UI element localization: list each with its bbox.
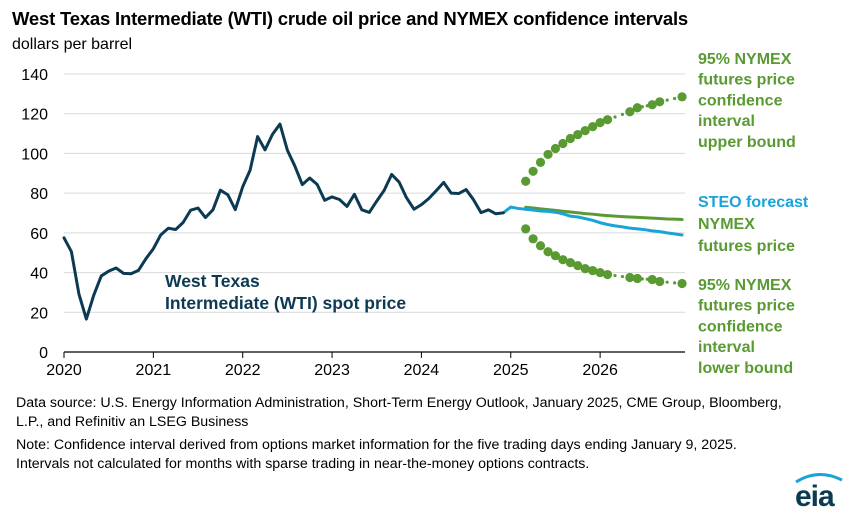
y-tick-label-60: 60	[30, 226, 48, 243]
x-tick-label-2020: 2020	[46, 362, 82, 379]
series-4-gapdot-13-2	[645, 277, 649, 281]
series-3-dot-2	[535, 157, 546, 167]
series-4-dot-9	[588, 265, 598, 276]
series-3-gapdot-15-2	[673, 96, 677, 101]
series-4-gapdot-15-1	[665, 280, 669, 284]
series-4-dot-6	[565, 258, 575, 268]
series-3-label-line-4: upper bound	[698, 134, 796, 151]
series-2-label-line-1: futures price	[698, 238, 795, 255]
series-2-line	[524, 205, 684, 222]
series-4-dot-13	[632, 273, 642, 284]
series-4-dot-1	[528, 234, 538, 244]
y-axis-ticks: 0 20 40 60 80 100 120 140	[21, 67, 48, 362]
series-2-label-line-0: NYMEX	[698, 216, 755, 233]
y-tick-label-0: 0	[39, 345, 48, 362]
series-4-dot-5	[558, 255, 568, 265]
series-3-dot-4	[550, 143, 561, 154]
series-3-gapdot-11-2	[620, 112, 625, 116]
x-tick-label-2022: 2022	[225, 362, 261, 379]
series-group	[62, 92, 687, 321]
y-tick-label-100: 100	[21, 146, 48, 163]
series-0-label-line-0: West Texas	[165, 271, 260, 291]
series-4-dot-10	[595, 267, 605, 278]
series-4-dot-15	[655, 276, 665, 287]
series-3-label-line-0: 95% NYMEX	[698, 51, 792, 68]
series-3-label-line-2: confidence	[698, 92, 783, 109]
series-3-dot-6	[565, 133, 575, 144]
series-0-label-line-1: Intermediate (WTI) spot price	[165, 293, 406, 313]
series-4-dot-7	[573, 261, 583, 271]
series-3-dot-16	[677, 92, 687, 102]
series-4-label-line-2: confidence	[698, 318, 783, 335]
series-3-dot-11	[602, 115, 613, 125]
y-tick-label-120: 120	[21, 107, 48, 124]
x-tick-label-2023: 2023	[314, 362, 350, 379]
series-4-gapdot-11-1	[613, 273, 617, 278]
series-4-dot-4	[550, 251, 561, 261]
series-4-gapdot-15-2	[673, 281, 677, 285]
series-4-label-line-4: lower bound	[698, 360, 793, 377]
chart-subtitle: dollars per barrel	[12, 36, 133, 53]
series-3-dot-10	[595, 118, 605, 128]
series-1-line	[501, 205, 684, 237]
series-3-dot-7	[573, 129, 583, 140]
grid-lines	[64, 73, 685, 313]
y-tick-label-20: 20	[30, 305, 48, 322]
series-4-gapdot-11-2	[620, 274, 625, 279]
series-3-dot-13	[632, 103, 642, 113]
series-3-dot-8	[580, 125, 590, 136]
eia-logo-text: eia	[795, 480, 835, 513]
series-1-label-line-0: STEO forecast	[698, 194, 809, 211]
series-3-dot-15	[655, 97, 665, 107]
series-3-dot-1	[528, 166, 538, 176]
series-3-label-line-1: futures price	[698, 72, 795, 89]
series-4-dot-11	[602, 269, 613, 280]
x-tick-label-2024: 2024	[404, 362, 440, 379]
x-tick-label-2021: 2021	[136, 362, 172, 379]
series-3-dot-3	[543, 149, 553, 160]
x-tick-label-2025: 2025	[493, 362, 529, 379]
y-tick-label-80: 80	[30, 186, 48, 203]
series-4-dot-8	[580, 264, 590, 274]
series-3-gapdot-15-1	[665, 98, 669, 102]
series-3-dot-9	[588, 122, 598, 132]
series-3-dot-5	[558, 138, 568, 149]
series-4-label-line-1: futures price	[698, 298, 795, 315]
series-4-dot-3	[543, 247, 553, 257]
x-axis: 2020 2021 2022 2023 2024 2025 2026	[46, 351, 685, 379]
series-3-dot-14	[647, 100, 657, 110]
series-3-gapdot-11-1	[613, 115, 617, 119]
series-3-label-line-3: interval	[698, 113, 755, 130]
series-4-gapdot-13-1	[640, 277, 644, 281]
series-4-label-line-0: 95% NYMEX	[698, 277, 792, 294]
series-4-dot-14	[647, 274, 657, 285]
series-4-dot-2	[535, 241, 546, 251]
series-0-line	[62, 122, 505, 321]
series-4-dot-16	[677, 278, 687, 289]
chart-note: Note: Confidence interval derived from o…	[16, 437, 737, 472]
y-tick-label-140: 140	[21, 67, 48, 84]
series-4-dot-12	[625, 272, 635, 283]
series-4-dot-0	[521, 224, 531, 234]
y-tick-label-40: 40	[30, 266, 48, 283]
x-tick-label-2026: 2026	[582, 362, 618, 379]
chart-title: West Texas Intermediate (WTI) crude oil …	[12, 8, 688, 29]
series-3-gapdot-13-1	[640, 105, 644, 109]
series-3-gapdot-13-2	[645, 104, 649, 108]
series-3-dot-12	[625, 107, 635, 117]
data-source: Data source: U.S. Energy Information Adm…	[16, 395, 782, 430]
series-3-dot-0	[521, 176, 531, 186]
series-4-label-line-3: interval	[698, 339, 755, 356]
eia-logo-icon	[795, 473, 843, 484]
